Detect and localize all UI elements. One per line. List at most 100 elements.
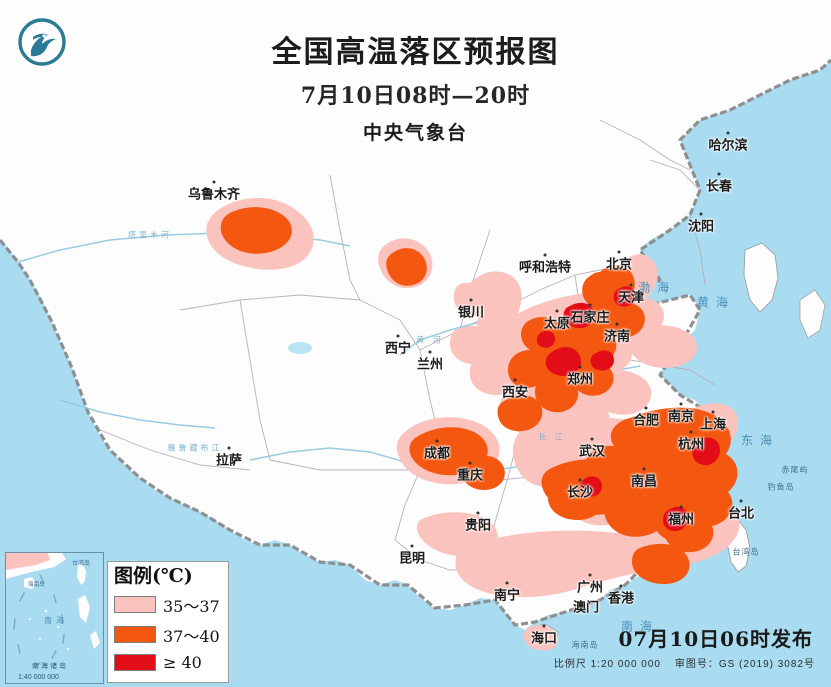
city-marker-dot <box>617 250 621 254</box>
geo-label-海南岛: 海南岛 <box>571 640 599 650</box>
city-marker-dot <box>578 478 582 482</box>
legend-row: 35～37 <box>114 593 222 617</box>
city-marker-dot <box>505 581 509 585</box>
map-scale: 比例尺 1:20 000 000 <box>553 659 661 670</box>
city-label-石家庄: 石家庄 <box>570 310 610 326</box>
river-label-黄河: 黄 河 <box>416 335 444 345</box>
cma-dragon-logo <box>14 14 70 70</box>
city-label-杭州: 杭州 <box>677 437 705 453</box>
legend-box: 图例(℃) 35～37 37～40 ≥ 40 <box>107 561 229 683</box>
city-label-南昌: 南昌 <box>630 474 658 490</box>
city-label-北京: 北京 <box>605 257 633 273</box>
city-label-武汉: 武汉 <box>578 444 606 460</box>
legend-swatch-40-plus <box>114 653 156 671</box>
river-label-塔里木河: 塔里木河 <box>128 230 172 240</box>
river-label-雅鲁藏布江: 雅鲁藏布江 <box>167 443 223 453</box>
city-label-西宁: 西宁 <box>384 341 412 357</box>
sea-label-渤海: 渤海 <box>637 280 677 295</box>
city-marker-dot <box>410 544 414 548</box>
city-label-成都: 成都 <box>423 446 451 462</box>
south-china-sea-inset: 台湾岛 海南岛 南海 南海诸岛 1:40 000 000 <box>5 552 104 684</box>
sea-label-黄海: 黄海 <box>696 295 736 310</box>
svg-text:台湾岛: 台湾岛 <box>72 559 90 567</box>
city-marker-dot <box>629 283 633 287</box>
city-marker-dot <box>642 467 646 471</box>
city-marker-dot <box>227 446 231 450</box>
legend-swatch-37-40 <box>114 626 156 644</box>
city-label-合肥: 合肥 <box>632 413 660 429</box>
map-approval-number: 审图号：GS (2019) 3082号 <box>674 659 815 670</box>
city-label-拉萨: 拉萨 <box>215 453 243 469</box>
city-marker-dot <box>396 334 400 338</box>
city-label-呼和浩特: 呼和浩特 <box>518 260 572 276</box>
city-marker-dot <box>588 303 592 307</box>
city-label-兰州: 兰州 <box>416 357 444 373</box>
city-marker-dot <box>689 430 693 434</box>
city-marker-dot <box>428 350 432 354</box>
city-marker-dot <box>588 573 592 577</box>
city-marker-dot <box>726 131 730 135</box>
legend-row: ≥ 40 <box>114 653 222 672</box>
city-label-昆明: 昆明 <box>398 551 426 567</box>
city-label-重庆: 重庆 <box>456 468 484 484</box>
svg-text:海南岛: 海南岛 <box>28 580 45 588</box>
city-marker-dot <box>739 499 743 503</box>
city-label-太原: 太原 <box>543 316 571 332</box>
city-marker-dot <box>699 212 703 216</box>
city-marker-dot <box>711 410 715 414</box>
city-marker-dot <box>555 309 559 313</box>
city-label-贵阳: 贵阳 <box>464 518 492 534</box>
legend-title: 图例(℃) <box>114 565 193 587</box>
city-label-长沙: 长沙 <box>566 485 594 501</box>
sea-label-东海: 东海 <box>740 433 780 448</box>
inset-title: 南海诸岛 <box>32 663 68 670</box>
city-marker-dot <box>679 505 683 509</box>
geo-label-钓鱼岛: 钓鱼岛 <box>767 482 795 492</box>
city-marker-dot <box>476 511 480 515</box>
city-label-福州: 福州 <box>667 512 695 528</box>
city-marker-dot <box>679 402 683 406</box>
city-marker-dot <box>543 253 547 257</box>
city-marker-dot <box>469 298 473 302</box>
city-label-乌鲁木齐: 乌鲁木齐 <box>187 187 241 203</box>
city-label-哈尔滨: 哈尔滨 <box>708 138 748 154</box>
city-label-南宁: 南宁 <box>493 588 521 604</box>
geo-label-赤尾屿: 赤尾屿 <box>781 465 809 475</box>
city-label-西安: 西安 <box>501 385 529 401</box>
city-marker-dot <box>542 624 546 628</box>
city-marker-dot <box>619 584 623 588</box>
city-marker-dot <box>435 439 439 443</box>
city-label-广州: 广州 <box>576 580 604 596</box>
city-marker-dot <box>644 406 648 410</box>
city-marker-dot <box>578 365 582 369</box>
city-label-南京: 南京 <box>667 409 695 425</box>
inset-scale: 1:40 000 000 <box>18 674 59 681</box>
city-label-上海: 上海 <box>699 417 727 433</box>
city-label-济南: 济南 <box>603 329 631 345</box>
geo-label-台湾岛: 台湾岛 <box>732 547 760 557</box>
city-marker-dot <box>513 378 517 382</box>
river-label-长江: 长 江 <box>538 432 566 442</box>
city-label-海口: 海口 <box>530 631 558 647</box>
city-label-香港: 香港 <box>607 591 635 607</box>
city-marker-dot <box>615 322 619 326</box>
city-label-长春: 长春 <box>705 179 733 195</box>
legend-label-37-40: 37～40 <box>163 626 220 646</box>
svg-text:南海: 南海 <box>44 615 68 625</box>
issue-time: 07月10日06时发布 <box>618 627 813 651</box>
city-marker-dot <box>590 437 594 441</box>
city-label-银川: 银川 <box>457 305 485 321</box>
city-label-沈阳: 沈阳 <box>687 219 715 235</box>
city-marker-dot <box>212 180 216 184</box>
city-marker-dot <box>468 461 472 465</box>
city-marker-dot <box>717 172 721 176</box>
city-label-天津: 天津 <box>617 290 645 306</box>
legend-row: 37～40 <box>114 623 222 647</box>
legend-label-35-37: 35～37 <box>163 596 220 616</box>
city-label-郑州: 郑州 <box>566 372 594 388</box>
legend-label-40-plus: ≥ 40 <box>163 652 202 672</box>
city-label-台北: 台北 <box>727 506 755 522</box>
